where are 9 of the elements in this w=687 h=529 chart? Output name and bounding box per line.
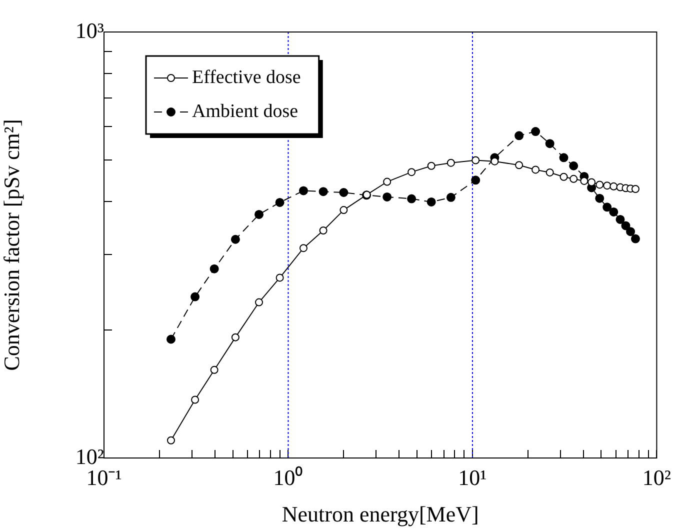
- y-tick-label: 10³: [75, 18, 104, 43]
- x-tick-label: 10¹: [458, 464, 487, 490]
- x-tick-label: 10⁻¹: [86, 464, 122, 490]
- x-axis-title: Neutron energy[MeV]: [282, 502, 479, 527]
- x-tick-label: 10²: [642, 464, 672, 490]
- y-axis-title: Conversion factor [pSv cm²]: [0, 119, 24, 371]
- x-tick-label: 10⁰: [273, 464, 304, 490]
- legend-label: Ambient dose: [192, 100, 298, 122]
- legend-label: Effective dose: [192, 66, 301, 88]
